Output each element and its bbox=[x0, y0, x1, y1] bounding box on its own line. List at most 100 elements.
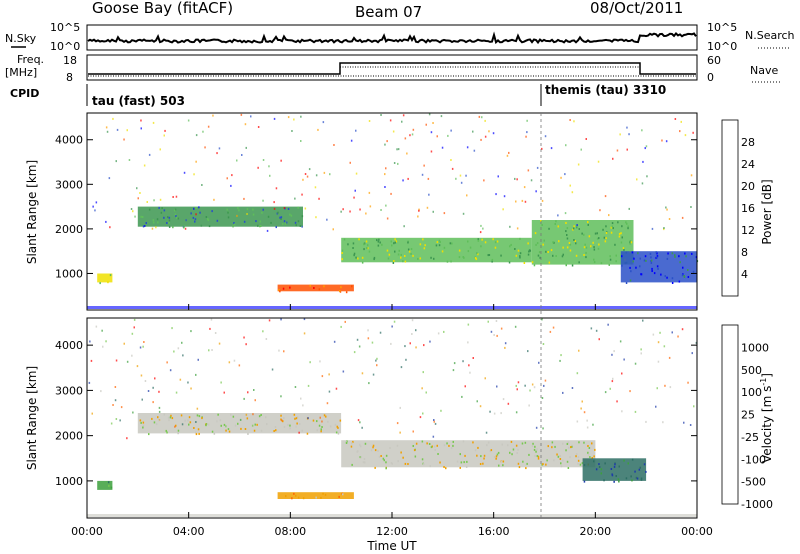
power-echo-speckle bbox=[173, 209, 176, 212]
power-echo-speckle bbox=[141, 216, 144, 218]
velocity-echo-speckle bbox=[295, 494, 297, 497]
velocity-echo-speckle bbox=[400, 451, 402, 454]
power-sparse-echo bbox=[159, 198, 162, 201]
velocity-echo-speckle bbox=[571, 445, 573, 448]
nsearch-tick-bottom: 10^0 bbox=[707, 40, 737, 53]
velocity-echo-speckle bbox=[295, 417, 298, 420]
power-sparse-echo bbox=[262, 199, 264, 202]
velocity-echo-speckle bbox=[289, 427, 291, 430]
power-sparse-echo bbox=[195, 213, 197, 216]
velocity-sparse-echo bbox=[187, 381, 189, 384]
power-echo-speckle bbox=[623, 248, 625, 251]
power-echo-speckle bbox=[639, 257, 641, 260]
power-sparse-echo bbox=[524, 200, 527, 203]
power-echo-speckle bbox=[553, 241, 555, 244]
velocity-echo-speckle bbox=[521, 442, 524, 445]
power-sparse-echo bbox=[115, 160, 117, 163]
velocity-echo-speckle bbox=[184, 419, 186, 422]
power-echo-speckle bbox=[261, 211, 263, 214]
velocity-sparse-echo bbox=[132, 411, 134, 414]
velocity-echo-speckle bbox=[579, 463, 582, 466]
velocity-echo-speckle bbox=[188, 423, 190, 426]
power-sparse-echo bbox=[175, 195, 178, 198]
velocity-echo-speckle bbox=[412, 445, 414, 447]
power-echo-speckle bbox=[140, 215, 142, 218]
velocity-sparse-echo bbox=[271, 368, 274, 371]
velocity-echo-speckle bbox=[567, 467, 570, 469]
velocity-sparse-echo bbox=[220, 381, 222, 384]
velocity-echo-speckle bbox=[443, 444, 446, 447]
power-echo-speckle bbox=[397, 253, 400, 256]
velocity-echo-speckle bbox=[618, 480, 620, 483]
power-echo-speckle bbox=[381, 243, 383, 246]
power-sparse-echo bbox=[105, 220, 107, 223]
velocity-echo-speckle bbox=[594, 448, 596, 451]
power-sparse-echo bbox=[599, 209, 601, 212]
power-echo-speckle bbox=[621, 236, 623, 239]
power-sparse-echo bbox=[226, 177, 228, 180]
power-sparse-echo bbox=[441, 146, 444, 149]
power-echo-speckle bbox=[174, 213, 177, 216]
power-sparse-echo bbox=[231, 174, 233, 177]
velocity-sparse-echo bbox=[158, 390, 160, 393]
power-echo-speckle bbox=[400, 256, 402, 259]
power-echo-speckle bbox=[363, 248, 365, 251]
velocity-sparse-echo bbox=[629, 390, 631, 393]
power-echo-speckle bbox=[451, 242, 453, 245]
power-ytick-label: 2000 bbox=[55, 223, 83, 236]
power-sparse-echo bbox=[684, 134, 687, 137]
velocity-echo-speckle bbox=[320, 428, 322, 431]
velocity-echo-speckle bbox=[446, 442, 448, 445]
velocity-sparse-echo bbox=[452, 369, 455, 372]
power-sparse-echo bbox=[679, 130, 681, 133]
power-sparse-echo bbox=[198, 206, 200, 209]
velocity-echo-speckle bbox=[167, 416, 170, 419]
velocity-echo-speckle bbox=[240, 427, 242, 430]
nsky-panel bbox=[86, 24, 698, 51]
velocity-echo-speckle bbox=[352, 440, 354, 443]
power-sparse-echo bbox=[569, 119, 571, 121]
velocity-echo-speckle bbox=[396, 444, 399, 447]
power-sparse-echo bbox=[109, 226, 111, 229]
power-sparse-echo bbox=[245, 146, 247, 149]
velocity-echo-speckle bbox=[180, 414, 183, 417]
power-echo-speckle bbox=[629, 279, 632, 282]
velocity-echo-speckle bbox=[501, 443, 503, 446]
power-echo-speckle bbox=[377, 244, 380, 247]
power-echo-speckle bbox=[481, 238, 483, 241]
velocity-sparse-echo bbox=[195, 373, 197, 376]
power-echo-speckle bbox=[569, 249, 572, 252]
velocity-sparse-echo bbox=[490, 330, 493, 333]
velocity-sparse-echo bbox=[303, 332, 306, 335]
velocity-echo-speckle bbox=[316, 429, 318, 432]
velocity-sparse-echo bbox=[158, 406, 161, 409]
power-echo-speckle bbox=[605, 237, 607, 240]
power-echo-speckle bbox=[674, 255, 676, 258]
velocity-echo-speckle bbox=[625, 477, 628, 480]
velocity-echo-speckle bbox=[237, 422, 239, 425]
power-echo-speckle bbox=[192, 216, 195, 219]
power-echo-speckle bbox=[592, 241, 594, 244]
velocity-echo-speckle bbox=[627, 462, 629, 465]
power-echo-speckle bbox=[635, 266, 637, 269]
velocity-sparse-echo bbox=[319, 416, 321, 419]
velocity-sparse-echo bbox=[683, 421, 685, 424]
velocity-echo-speckle bbox=[487, 441, 490, 444]
velocity-echo-speckle bbox=[260, 429, 263, 432]
power-echo-speckle bbox=[568, 242, 571, 244]
power-sparse-echo bbox=[200, 224, 203, 227]
power-echo-speckle bbox=[519, 256, 521, 259]
velocity-sparse-echo bbox=[604, 391, 607, 394]
power-echo-speckle bbox=[373, 258, 375, 261]
power-echo-speckle bbox=[163, 216, 165, 219]
velocity-echo-speckle bbox=[415, 442, 418, 445]
velocity-echo-speckle bbox=[289, 424, 291, 427]
power-sparse-echo bbox=[244, 123, 247, 126]
velocity-sparse-echo bbox=[144, 380, 147, 382]
power-echo-speckle bbox=[373, 256, 376, 259]
velocity-echo-speckle bbox=[462, 440, 465, 443]
velocity-echo-speckle bbox=[534, 445, 536, 448]
power-echo-speckle bbox=[494, 246, 497, 249]
power-echo-speckle bbox=[439, 241, 441, 243]
power-echo-speckle bbox=[578, 228, 580, 230]
